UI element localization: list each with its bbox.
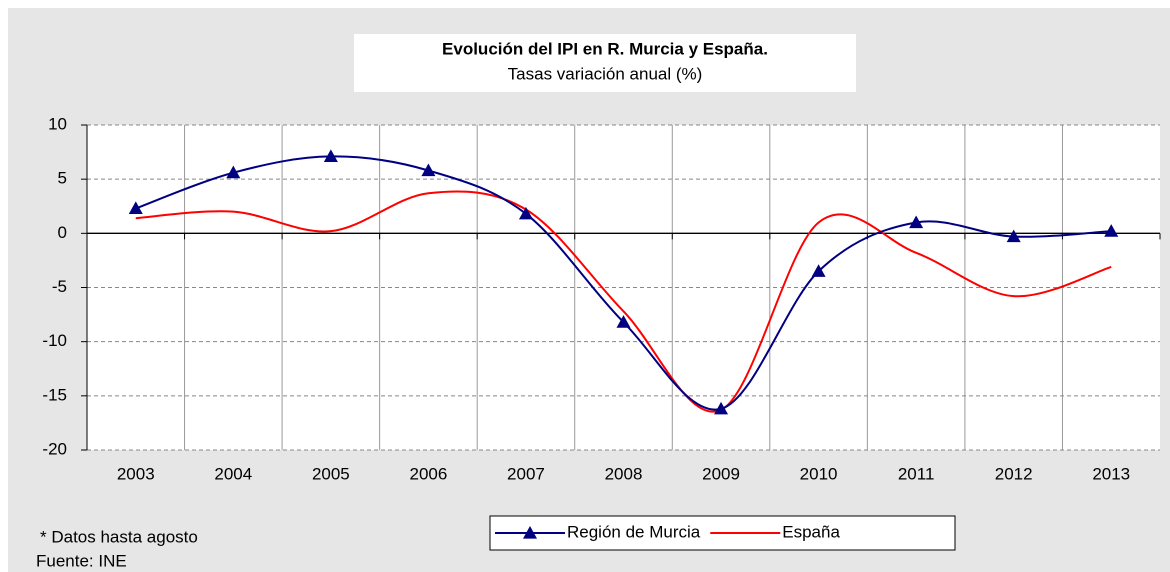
y-tick-label: -10 (42, 331, 67, 350)
series-line (135, 190, 1112, 413)
y-tick-label: -5 (52, 277, 67, 296)
x-tick-label: 2007 (507, 464, 545, 483)
y-tick-label: 0 (58, 223, 67, 242)
series-line (135, 155, 1112, 411)
marker (226, 165, 241, 179)
x-tick-label: 2009 (702, 464, 740, 483)
legend-label: Región de Murcia (567, 522, 701, 541)
marker (323, 149, 338, 163)
x-tick-label: 2006 (409, 464, 447, 483)
x-tick-label: 2004 (214, 464, 252, 483)
marker (128, 201, 143, 215)
x-tick-label: 2013 (1092, 464, 1130, 483)
marker (518, 206, 533, 220)
legend-box (489, 515, 956, 551)
marker (421, 163, 436, 177)
legend-label: España (782, 522, 840, 541)
y-tick-label: -15 (42, 385, 67, 404)
legend-marker (523, 526, 537, 539)
x-tick-label: 2010 (800, 464, 838, 483)
title-box (354, 34, 856, 92)
y-tick-label: 5 (58, 169, 67, 188)
marker (811, 264, 826, 277)
note: Fuente: INE (36, 551, 127, 570)
marker (1104, 224, 1119, 237)
marker (714, 401, 729, 415)
marker (909, 215, 924, 229)
x-tick-label: 2005 (312, 464, 350, 483)
x-tick-label: 2008 (605, 464, 643, 483)
x-tick-label: 2003 (117, 464, 155, 483)
chart-title: Evolución del IPI en R. Murcia y España. (442, 39, 768, 58)
x-tick-label: 2011 (898, 464, 935, 483)
chart-subtitle: Tasas variación anual (%) (508, 64, 703, 83)
marker (616, 315, 631, 328)
y-tick-label: 10 (48, 114, 67, 133)
y-tick-label: -20 (42, 439, 67, 458)
x-tick-label: 2012 (995, 464, 1033, 483)
marker (1006, 229, 1021, 243)
note: * Datos hasta agosto (40, 527, 198, 546)
